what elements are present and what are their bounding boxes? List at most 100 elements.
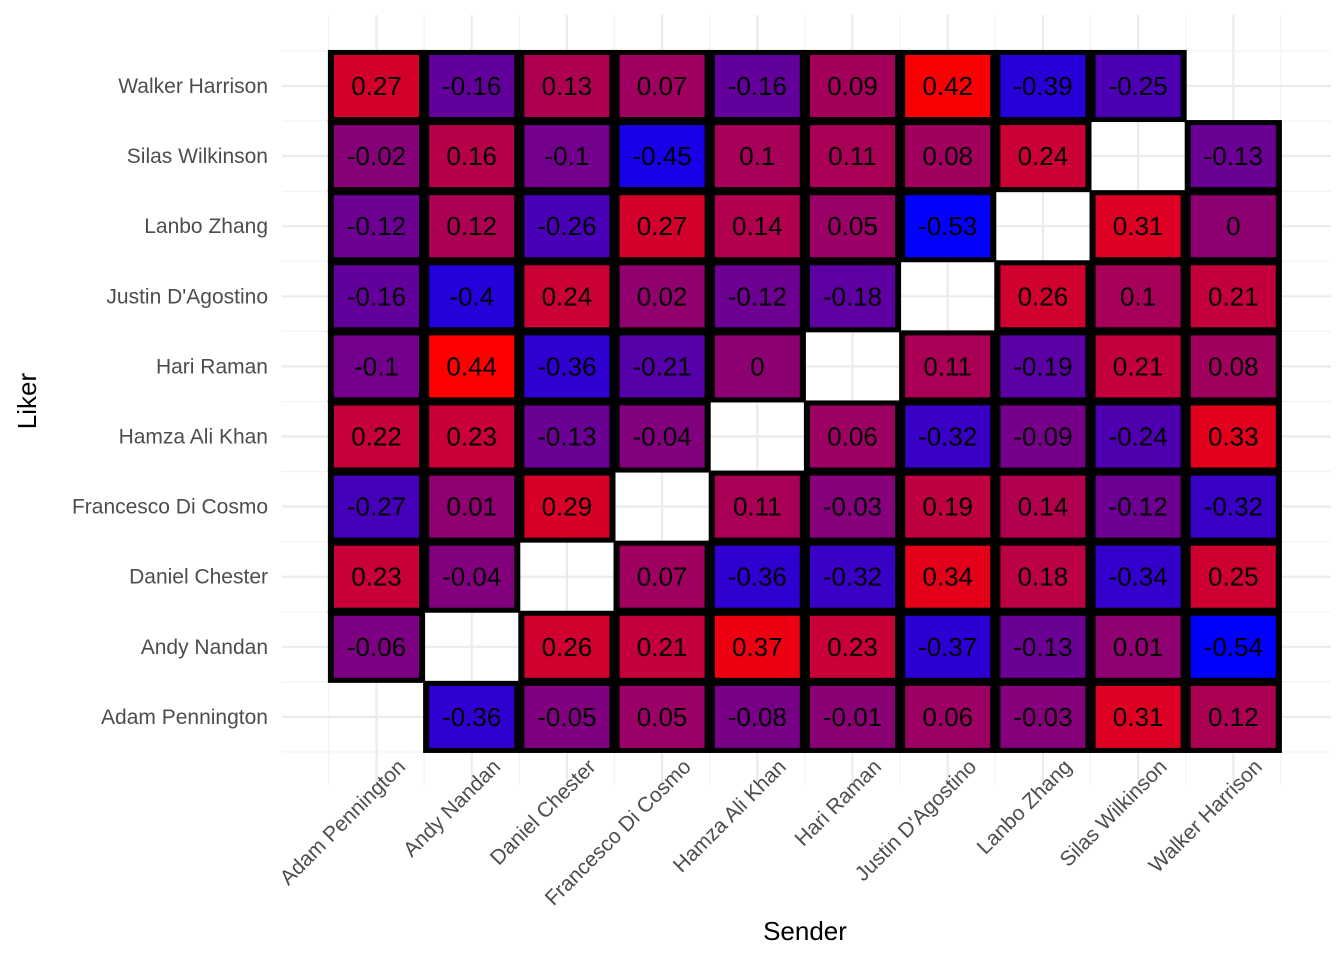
heatmap-cell	[714, 545, 800, 608]
cell-value-label: -0.05	[537, 702, 596, 732]
heatmap-cell	[1095, 55, 1181, 117]
cell-value-label: 0.27	[351, 71, 402, 101]
heatmap-cell	[1190, 335, 1276, 398]
cell-value-label: -0.24	[1108, 422, 1167, 452]
cell-value-label: 0.44	[446, 351, 497, 381]
heatmap-cell	[619, 125, 705, 188]
y-tick-label: Adam Pennington	[101, 706, 268, 729]
cell-value-label: 0.13	[542, 71, 593, 101]
cell-value-label: -0.12	[347, 211, 406, 241]
heatmap-cell	[1000, 55, 1086, 117]
cell-value-label: 0.08	[1208, 351, 1259, 381]
heatmap-cell	[1095, 335, 1181, 398]
heatmap-cell	[1000, 615, 1086, 678]
heatmap-cell	[810, 265, 895, 328]
heatmap-cell	[619, 405, 705, 468]
heatmap-cell	[1190, 545, 1276, 608]
cell-value-label: -0.45	[632, 141, 691, 171]
cell-value-label: -0.54	[1204, 632, 1263, 662]
cell-value-label: 0.24	[542, 281, 593, 311]
cell-value-label: 0	[750, 351, 764, 381]
heatmap-cell	[905, 475, 991, 538]
cell-value-label: -0.21	[632, 351, 691, 381]
cell-value-label: 0.26	[542, 632, 593, 662]
heatmap-cell	[714, 475, 800, 538]
heatmap-cell	[429, 335, 515, 398]
cell-value-label: 0.16	[446, 141, 497, 171]
cell-value-label: -0.25	[1108, 71, 1167, 101]
heatmap-cell	[810, 405, 895, 468]
heatmap-cell	[524, 265, 610, 328]
heatmap-cell	[619, 615, 705, 678]
heatmap-cell	[1095, 265, 1181, 328]
y-tick-label: Walker Harrison	[118, 75, 268, 98]
heatmap-cell	[524, 125, 610, 188]
cell-value-label: -0.36	[442, 702, 501, 732]
cell-value-label: 0	[1226, 211, 1240, 241]
y-axis-title: Liker	[12, 372, 42, 429]
heatmap-cell	[905, 545, 991, 608]
heatmap-cell	[905, 55, 991, 117]
heatmap-cell	[334, 545, 419, 608]
heatmap-cell	[810, 685, 895, 748]
heatmap-cell	[429, 475, 515, 538]
y-tick-label: Hari Raman	[156, 355, 268, 378]
cell-value-label: -0.13	[1013, 632, 1072, 662]
cell-value-label: 0.23	[351, 562, 402, 592]
heatmap-cell	[810, 125, 895, 188]
y-tick-label: Lanbo Zhang	[144, 215, 268, 238]
cell-value-label: 0.1	[739, 141, 775, 171]
cell-value-label: 0.06	[922, 702, 973, 732]
cell-value-label: -0.04	[632, 422, 691, 452]
y-tick-label: Silas Wilkinson	[127, 145, 268, 168]
heatmap-cell	[1190, 265, 1276, 328]
heatmap-cell	[619, 195, 705, 258]
heatmap-cell	[1000, 685, 1086, 748]
heatmap-cell	[619, 685, 705, 748]
cell-value-label: 0.08	[922, 141, 973, 171]
cell-value-label: -0.02	[347, 141, 406, 171]
heatmap-cell	[1095, 545, 1181, 608]
cell-value-label: -0.16	[347, 281, 406, 311]
heatmap-cell	[905, 335, 991, 398]
cell-value-label: -0.16	[728, 71, 787, 101]
heatmap-cell	[714, 335, 800, 398]
heatmap-cell	[1095, 195, 1181, 258]
cell-value-label: 0.21	[1208, 281, 1259, 311]
heatmap-cell	[524, 475, 610, 538]
cell-value-label: 0.26	[1018, 281, 1069, 311]
heatmap-cell	[714, 615, 800, 678]
cell-value-label: 0.11	[733, 492, 782, 522]
cell-value-label: -0.36	[728, 562, 787, 592]
cell-value-label: -0.32	[823, 562, 882, 592]
cell-value-label: -0.04	[442, 562, 501, 592]
cell-value-labels: 0.27 -0.16 0.13 0.07 -0.16 0.09 0.42 -0.39 -0.25…	[347, 71, 1263, 732]
heatmap-cell	[714, 55, 800, 117]
cell-value-label: 0.12	[1208, 702, 1259, 732]
cell-value-label: -0.26	[537, 211, 596, 241]
heatmap-cell	[714, 125, 800, 188]
heatmap-cell	[905, 125, 991, 188]
cell-value-label: 0.31	[1113, 702, 1164, 732]
cell-value-label: -0.19	[1013, 351, 1072, 381]
cell-value-label: -0.18	[823, 281, 882, 311]
heatmap-cell	[1000, 125, 1086, 188]
heatmap-cell	[1190, 405, 1276, 468]
heatmap-cell	[1095, 685, 1181, 748]
heatmap-cell	[1000, 405, 1086, 468]
cell-value-label: 0.25	[1208, 562, 1259, 592]
heatmap-cells	[327, 49, 1282, 753]
cell-value-label: -0.36	[537, 351, 596, 381]
heatmap-cell	[905, 615, 991, 678]
heatmap-cell	[810, 615, 895, 678]
heatmap-cell	[1190, 125, 1276, 188]
heatmap-cell	[429, 55, 515, 117]
cell-value-label: -0.4	[449, 281, 494, 311]
heatmap-cell	[429, 125, 515, 188]
cell-value-label: 0.19	[922, 492, 973, 522]
heatmap-cell	[524, 685, 610, 748]
heatmap-cell	[524, 405, 610, 468]
heatmap-cell	[905, 405, 991, 468]
heatmap-cell	[1000, 545, 1086, 608]
cell-value-label: 0.37	[732, 632, 783, 662]
